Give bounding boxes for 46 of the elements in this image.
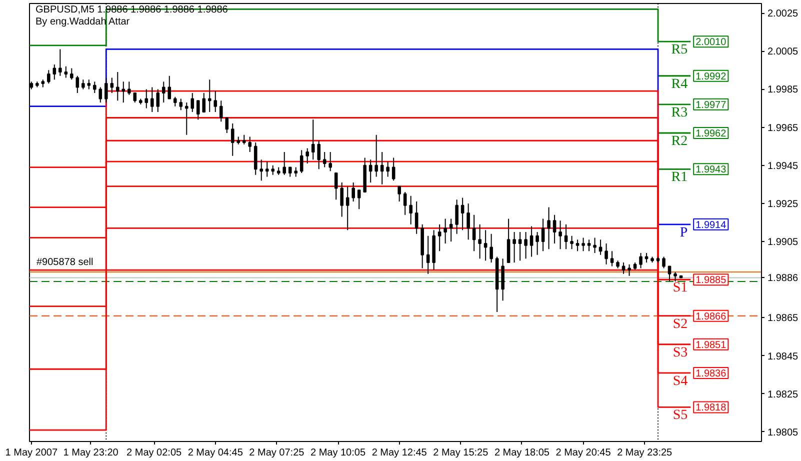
data-label: 1.9962	[696, 128, 727, 140]
legend-label: S1	[672, 280, 688, 296]
data-label: 1.9836	[696, 368, 727, 380]
legend-label: P	[680, 225, 688, 240]
y-tick-label: 1.9865	[768, 313, 799, 324]
data-label: 1.9943	[696, 164, 727, 176]
legend-label: S3	[672, 345, 688, 360]
y-tick-label: 1.9845	[768, 351, 799, 362]
data-label: 1.9914	[696, 220, 727, 231]
x-tick-label: 2 May 12:45	[372, 448, 428, 458]
data-label: 1.9851	[696, 340, 727, 351]
legend-label: S2	[672, 316, 688, 332]
y-tick-label: 1.9925	[768, 198, 799, 210]
legend-label: R5	[671, 42, 688, 58]
data-label: 2.0010	[696, 37, 727, 48]
legend-label: S4	[672, 374, 688, 389]
y-tick-label: 1.9886	[768, 273, 799, 284]
y-tick-label: 2.0005	[768, 46, 799, 58]
x-tick-label: 2 May 10:05	[310, 448, 366, 458]
x-tick-label: 2 May 02:05	[126, 448, 182, 458]
y-tick-label: 1.9945	[768, 160, 799, 172]
legend-label: R2	[671, 134, 688, 149]
y-tick-label: 1.9965	[768, 122, 799, 134]
y-tick-label: 1.9905	[768, 237, 799, 248]
data-label: 1.9818	[696, 402, 727, 414]
y-tick-label: 1.9985	[768, 84, 799, 96]
legend-label: R4	[671, 76, 688, 92]
x-tick-label: 1 May 2007	[5, 448, 58, 458]
legend-label: S5	[672, 408, 688, 424]
legend-label: R1	[671, 170, 688, 186]
x-tick-label: 2 May 15:25	[433, 448, 489, 458]
x-tick-label: 2 May 04:45	[188, 448, 244, 458]
data-label: 1.9992	[696, 71, 727, 82]
x-tick-label: 2 May 23:25	[617, 448, 673, 458]
data-label: 1.9885	[696, 275, 727, 286]
data-label: 1.9866	[696, 311, 727, 322]
x-tick-label: 2 May 07:25	[249, 448, 305, 458]
x-tick-label: 2 May 20:45	[556, 448, 612, 458]
y-tick-label: 1.9825	[768, 389, 799, 400]
y-tick-label: 1.9805	[768, 427, 799, 438]
ref-line-label: #905878 sell	[36, 257, 94, 268]
y-tick-label: 2.0025	[768, 8, 799, 20]
data-label: 1.9977	[696, 100, 727, 111]
legend-label: R3	[671, 105, 688, 120]
x-tick-label: 1 May 23:20	[63, 448, 119, 458]
x-tick-label: 2 May 18:05	[494, 448, 550, 458]
